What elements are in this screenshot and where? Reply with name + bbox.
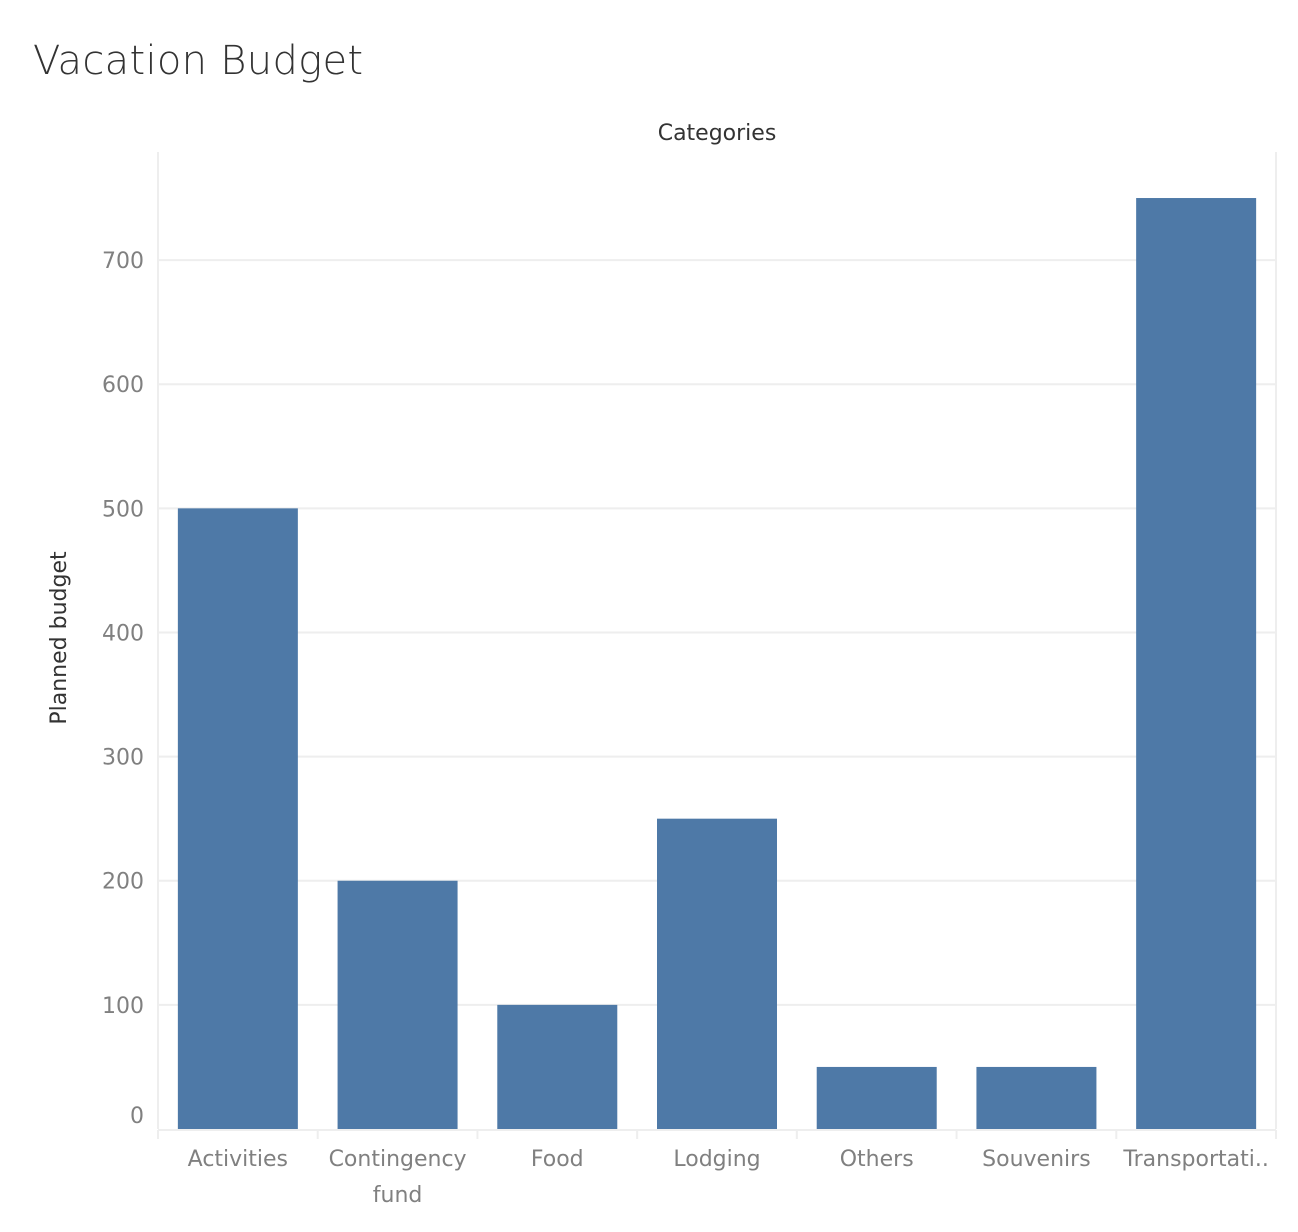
- x-tick-label-5: Souvenirs: [982, 1147, 1091, 1172]
- y-tick-label-0: 0: [130, 1104, 144, 1129]
- y-tick-label-200: 200: [102, 870, 144, 895]
- bar-6[interactable]: [1136, 198, 1257, 1129]
- x-tick-label-6: Transportati..: [1122, 1147, 1268, 1172]
- y-tick-label-600: 600: [102, 373, 144, 398]
- bar-0[interactable]: [177, 508, 298, 1130]
- x-axis-title: Categories: [658, 121, 777, 146]
- bar-2[interactable]: [497, 1004, 618, 1129]
- bar-4[interactable]: [816, 1066, 937, 1129]
- y-tick-label-300: 300: [102, 746, 144, 771]
- bars: [177, 198, 1257, 1130]
- x-tick-label-0: Activities: [188, 1147, 288, 1172]
- y-axis-title: Planned budget: [47, 551, 72, 725]
- x-tick-label-3: Lodging: [673, 1147, 760, 1172]
- x-tick-label-4: Others: [840, 1147, 914, 1172]
- y-axis-ticks: 0 100 200 300 400 500 600 700: [102, 249, 144, 1129]
- bar-3[interactable]: [657, 818, 777, 1129]
- chart-title: Vacation Budget: [33, 38, 364, 84]
- bar-5[interactable]: [976, 1066, 1097, 1129]
- y-tick-label-400: 400: [102, 621, 144, 646]
- x-axis-ticks: Activities Contingency fund Food Lodging Othe…: [188, 1147, 1269, 1208]
- x-tick-label-1: Contingency: [329, 1147, 467, 1172]
- y-tick-label-100: 100: [102, 994, 144, 1019]
- y-tick-label-500: 500: [102, 497, 144, 522]
- x-tick-label-1: fund: [373, 1183, 423, 1208]
- bar-1[interactable]: [337, 880, 458, 1129]
- y-tick-label-700: 700: [102, 249, 144, 274]
- x-tick-label-2: Food: [531, 1147, 584, 1172]
- axes: [157, 152, 1277, 1139]
